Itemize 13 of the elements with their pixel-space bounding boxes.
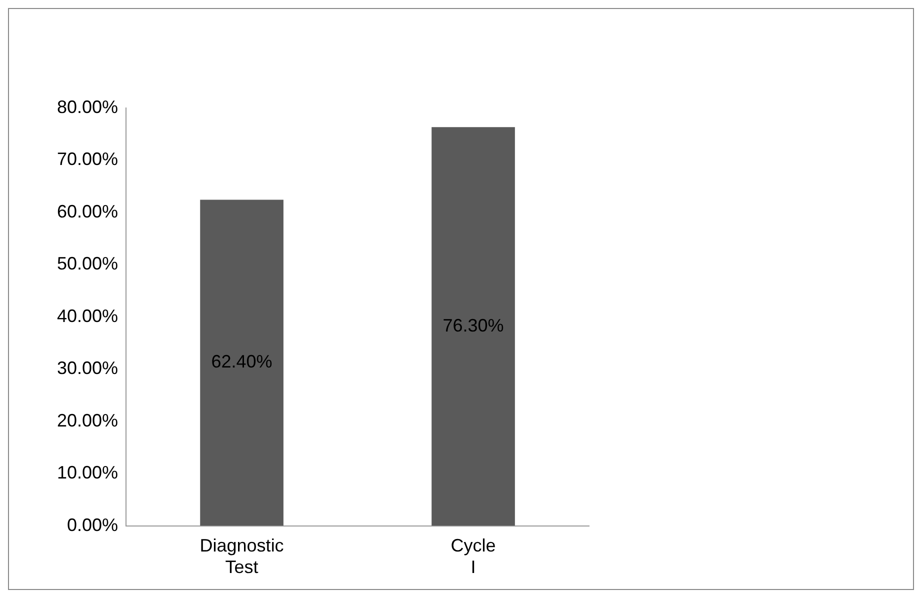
data-label: 76.30% (442, 315, 504, 336)
y-tick-label: 30.00% (56, 358, 118, 378)
y-tick-label: 10.00% (56, 462, 118, 483)
y-tick-label: 40.00% (56, 306, 118, 326)
x-tick-label: Cycle I (450, 536, 496, 578)
y-tick-label: 0.00% (67, 514, 118, 535)
y-tick-label: 50.00% (56, 254, 118, 274)
y-tick-label: 80.00% (56, 96, 118, 117)
y-tick-label: 60.00% (56, 201, 118, 222)
x-tick-label: Diagnostic Test (200, 536, 284, 578)
y-tick-label: 20.00% (56, 410, 118, 430)
data-label: 62.40% (211, 352, 272, 372)
y-tick-label: 70.00% (56, 149, 118, 170)
